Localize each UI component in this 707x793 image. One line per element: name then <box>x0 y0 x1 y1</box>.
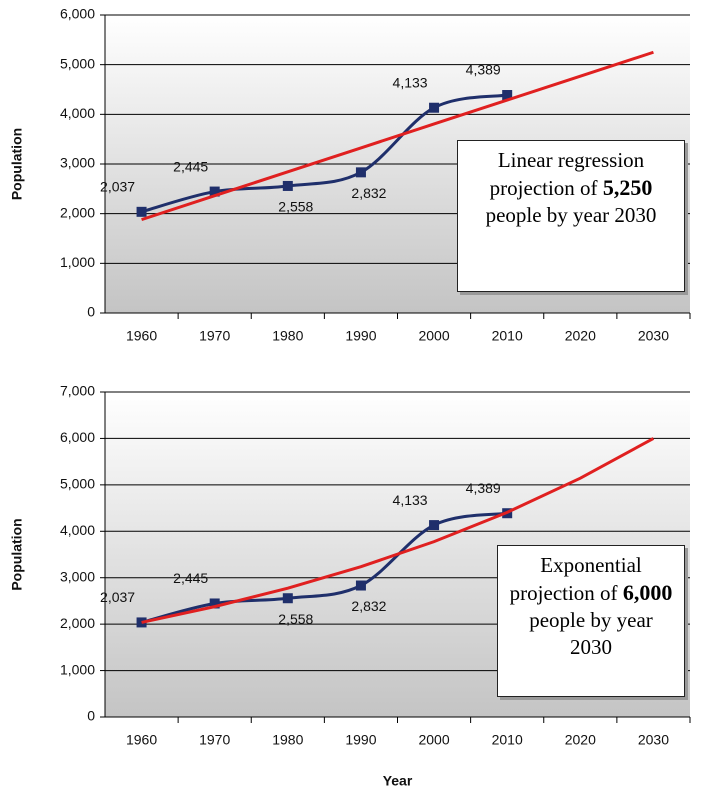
annotation: Exponential projection of 6,000 people b… <box>497 545 685 697</box>
x-tick-label: 2000 <box>418 732 449 748</box>
series-line <box>141 511 508 624</box>
y-tick-label: 0 <box>87 304 95 320</box>
marker <box>429 520 440 531</box>
data-label: 2,832 <box>351 598 386 614</box>
marker <box>282 593 293 604</box>
x-axis-title: Year <box>383 773 413 789</box>
x-tick-label: 1970 <box>199 732 230 748</box>
data-label: 2,832 <box>351 185 386 201</box>
y-tick-label: 5,000 <box>60 55 95 71</box>
y-tick-label: 3,000 <box>60 568 95 584</box>
marker <box>136 206 147 217</box>
y-tick-label: 4,000 <box>60 522 95 538</box>
y-tick-label: 1,000 <box>60 254 95 270</box>
annotation: Linear regression projection of 5,250 pe… <box>457 140 685 292</box>
x-tick-label: 1990 <box>345 328 376 344</box>
data-label: 4,389 <box>466 480 501 496</box>
annotation-text: Exponential projection of <box>509 553 642 605</box>
data-label: 2,558 <box>278 611 313 627</box>
annotation-text: Linear regression projection of <box>489 148 645 200</box>
data-label: 4,133 <box>393 492 428 508</box>
marker <box>209 598 220 609</box>
x-tick-label: 2020 <box>565 732 596 748</box>
y-tick-label: 5,000 <box>60 476 95 492</box>
x-tick-label: 1960 <box>126 328 157 344</box>
marker <box>355 580 366 591</box>
x-tick-label: 2030 <box>638 732 669 748</box>
data-label: 4,133 <box>393 74 428 90</box>
y-tick-label: 6,000 <box>60 6 95 22</box>
data-label: 2,037 <box>100 589 135 605</box>
x-tick-label: 1980 <box>272 328 303 344</box>
y-axis-title: Population <box>9 518 25 590</box>
y-tick-label: 4,000 <box>60 105 95 121</box>
y-tick-label: 2,000 <box>60 204 95 220</box>
marker <box>429 102 440 113</box>
marker <box>282 180 293 191</box>
annotation-value: 6,000 <box>622 580 673 605</box>
marker <box>502 90 513 101</box>
x-tick-label: 2000 <box>418 328 449 344</box>
series-line <box>141 437 655 624</box>
x-tick-label: 1990 <box>345 732 376 748</box>
y-tick-label: 3,000 <box>60 155 95 171</box>
annotation-text: people by year 2030 <box>529 608 653 659</box>
x-tick-label: 1970 <box>199 328 230 344</box>
x-tick-label: 2010 <box>492 732 523 748</box>
x-tick-label: 2010 <box>492 328 523 344</box>
data-label: 2,445 <box>173 570 208 586</box>
y-tick-label: 1,000 <box>60 661 95 677</box>
data-label: 4,389 <box>466 62 501 78</box>
y-axis-title: Population <box>9 128 25 200</box>
data-label: 2,445 <box>173 158 208 174</box>
y-tick-label: 7,000 <box>60 383 95 399</box>
x-tick-label: 2030 <box>638 328 669 344</box>
series-line <box>141 50 654 222</box>
x-tick-label: 2020 <box>565 328 596 344</box>
data-label: 2,558 <box>278 199 313 215</box>
y-tick-label: 0 <box>87 708 95 724</box>
x-tick-label: 1980 <box>272 732 303 748</box>
annotation-text: people by year 2030 <box>485 203 657 227</box>
marker <box>355 167 366 178</box>
data-label: 2,037 <box>100 179 135 195</box>
x-tick-label: 1960 <box>126 732 157 748</box>
annotation-value: 5,250 <box>602 175 653 200</box>
y-tick-label: 6,000 <box>60 429 95 445</box>
marker <box>209 186 220 197</box>
y-tick-label: 2,000 <box>60 615 95 631</box>
